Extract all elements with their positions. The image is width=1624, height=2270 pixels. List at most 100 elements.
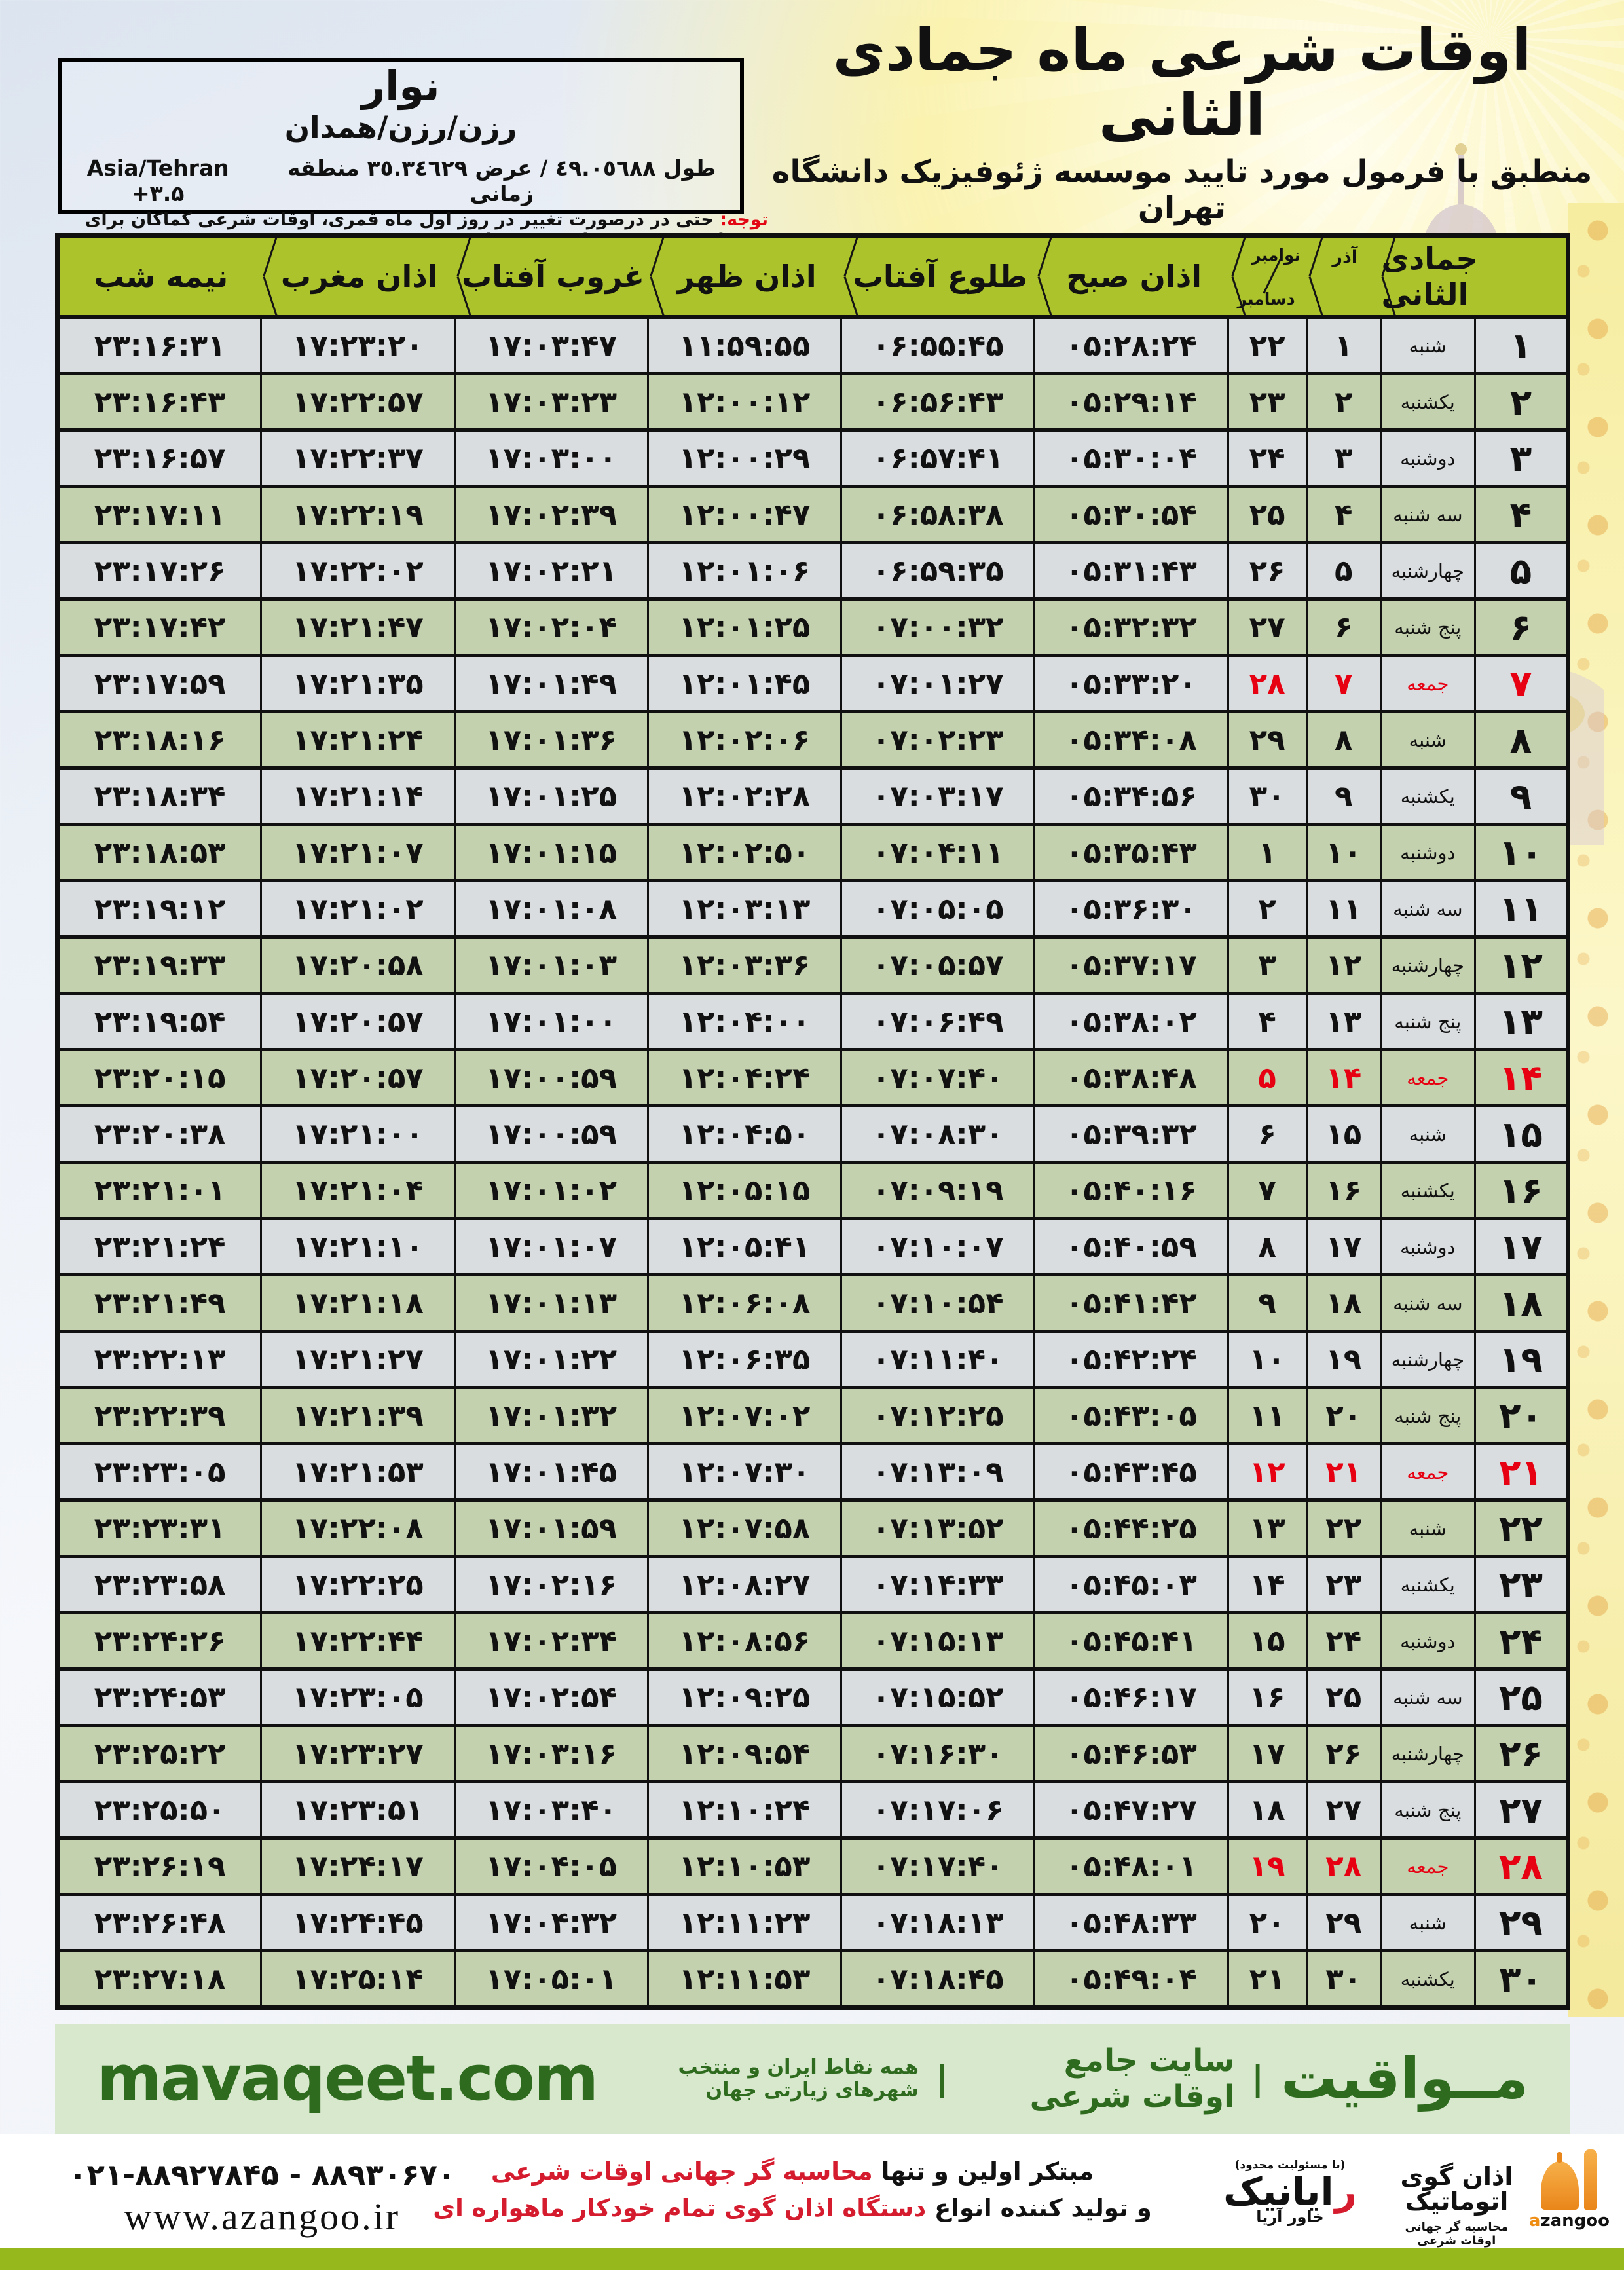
azar-day-cell: ۲۴ xyxy=(1307,1614,1380,1667)
weekday-cell: جمعه xyxy=(1381,657,1474,710)
dhuhr-cell: ۱۲:۰۱:۰۶ xyxy=(648,544,841,597)
midnight-cell: ۲۳:۱۸:۵۳ xyxy=(60,826,261,879)
rayanik-subtitle: خاور آریا xyxy=(1256,2207,1324,2226)
midnight-cell: ۲۳:۱۶:۳۱ xyxy=(60,319,261,372)
table-row: ۲۳:۲۶:۴۸ ۱۷:۲۴:۴۵ ۱۷:۰۴:۳۲ ۱۲:۱۱:۲۳ ۰۷:۱… xyxy=(60,1893,1566,1949)
sunrise-cell: ۰۷:۰۴:۱۱ xyxy=(842,826,1034,879)
fajr-cell: ۰۵:۲۹:۱۴ xyxy=(1035,375,1227,428)
dhuhr-cell: ۱۲:۰۹:۵۴ xyxy=(648,1727,841,1780)
gregorian-day-cell: ۲۴ xyxy=(1228,432,1306,485)
fajr-cell: ۰۵:۳۳:۲۰ xyxy=(1035,657,1227,710)
dhuhr-cell: ۱۲:۰۵:۱۵ xyxy=(648,1164,841,1217)
fajr-cell: ۰۵:۴۸:۰۱ xyxy=(1035,1840,1227,1893)
azar-day-cell: ۱۳ xyxy=(1307,995,1380,1048)
table-row: ۲۳:۲۶:۱۹ ۱۷:۲۴:۱۷ ۱۷:۰۴:۰۵ ۱۲:۱۰:۵۳ ۰۷:۱… xyxy=(60,1836,1566,1893)
page-title: اوقات شرعی ماه جمادی الثانی xyxy=(832,16,1532,149)
hijri-day-cell: ۱۷ xyxy=(1475,1220,1566,1273)
hijri-day-cell: ۲۰ xyxy=(1475,1389,1566,1442)
sunrise-cell: ۰۷:۱۸:۴۵ xyxy=(842,1952,1034,2005)
dhuhr-cell: ۱۲:۰۸:۵۶ xyxy=(648,1614,841,1667)
fajr-cell: ۰۵:۳۸:۴۸ xyxy=(1035,1051,1227,1104)
azangoo-brand-fa: اذان گوی اتوماتیک xyxy=(1400,2162,1513,2216)
sunrise-cell: ۰۶:۵۶:۴۳ xyxy=(842,375,1034,428)
maghrib-cell: ۱۷:۲۲:۵۷ xyxy=(262,375,454,428)
azar-day-cell: ۴ xyxy=(1307,488,1380,541)
fajr-cell: ۰۵:۳۶:۳۰ xyxy=(1035,882,1227,935)
sunrise-cell: ۰۷:۱۰:۵۴ xyxy=(842,1276,1034,1330)
rayanik-name-initial: ر xyxy=(1335,2169,1357,2214)
hijri-day-cell: ۱۵ xyxy=(1475,1107,1566,1161)
sunrise-cell: ۰۷:۱۸:۱۳ xyxy=(842,1896,1034,1949)
sunset-cell: ۱۷:۰۱:۵۹ xyxy=(455,1502,647,1555)
sunset-cell: ۱۷:۰۱:۲۲ xyxy=(455,1333,647,1386)
contact-block: ۰۲۱-۸۸۹۲۷۸۴۵ - ۸۸۹۳۰۶۷۰ www.azangoo.ir xyxy=(69,2157,456,2239)
dhuhr-cell: ۱۲:۰۶:۰۸ xyxy=(648,1276,841,1330)
maghrib-cell: ۱۷:۲۲:۲۵ xyxy=(262,1558,454,1611)
gregorian-day-cell: ۱۲ xyxy=(1228,1445,1306,1498)
sunset-cell: ۱۷:۰۰:۵۹ xyxy=(455,1051,647,1104)
header-maghrib: اذان مغرب xyxy=(263,238,456,315)
azar-day-cell: ۱۱ xyxy=(1307,882,1380,935)
weekday-cell: جمعه xyxy=(1381,1051,1474,1104)
rayanik-note: (با مسئولیت محدود) xyxy=(1234,2159,1346,2172)
table-row: ۲۳:۱۷:۲۶ ۱۷:۲۲:۰۲ ۱۷:۰۲:۲۱ ۱۲:۰۱:۰۶ ۰۶:۵… xyxy=(60,541,1566,597)
maghrib-cell: ۱۷:۲۱:۴۷ xyxy=(262,601,454,654)
page-subtitle: منطبق با فرمول مورد تایید موسسه ژئوفیزیک… xyxy=(771,154,1593,227)
weekday-cell: یکشنبه xyxy=(1381,1558,1474,1611)
fajr-cell: ۰۵:۴۱:۴۲ xyxy=(1035,1276,1227,1330)
dhuhr-cell: ۱۲:۰۴:۰۰ xyxy=(648,995,841,1048)
bottom-accent-bar xyxy=(0,2248,1624,2270)
midnight-cell: ۲۳:۲۴:۲۶ xyxy=(60,1614,261,1667)
header-november-december: نوامبر دسامبر xyxy=(1231,238,1308,315)
rayanik-logo: (با مسئولیت محدود) ر ایانیک خاور آریا xyxy=(1198,2159,1382,2226)
mavaqeet-bar: مــواقیت | سایت جامع اوقات شرعی | همه نق… xyxy=(55,2024,1570,2134)
sunrise-cell: ۰۷:۱۳:۵۲ xyxy=(842,1502,1034,1555)
midnight-cell: ۲۳:۲۰:۱۵ xyxy=(60,1051,261,1104)
phone-numbers: ۰۲۱-۸۸۹۲۷۸۴۵ - ۸۸۹۳۰۶۷۰ xyxy=(69,2157,456,2192)
maghrib-cell: ۱۷:۲۲:۴۴ xyxy=(262,1614,454,1667)
midnight-cell: ۲۳:۱۶:۴۳ xyxy=(60,375,261,428)
gregorian-day-cell: ۱ xyxy=(1228,826,1306,879)
maghrib-cell: ۱۷:۲۲:۳۷ xyxy=(262,432,454,485)
table-row: ۲۳:۲۵:۵۰ ۱۷:۲۳:۵۱ ۱۷:۰۳:۴۰ ۱۲:۱۰:۲۴ ۰۷:۱… xyxy=(60,1780,1566,1836)
midnight-cell: ۲۳:۲۱:۰۱ xyxy=(60,1164,261,1217)
midnight-cell: ۲۳:۱۶:۵۷ xyxy=(60,432,261,485)
header-midnight: نیمه شب xyxy=(94,259,229,294)
midnight-cell: ۲۳:۲۲:۱۳ xyxy=(60,1333,261,1386)
weekday-cell: پنج شنبه xyxy=(1381,1389,1474,1442)
azar-day-cell: ۲۵ xyxy=(1307,1671,1380,1724)
table-row: ۲۳:۲۵:۲۲ ۱۷:۲۳:۲۷ ۱۷:۰۳:۱۶ ۱۲:۰۹:۵۴ ۰۷:۱… xyxy=(60,1724,1566,1780)
table-row: ۲۳:۲۰:۳۸ ۱۷:۲۱:۰۰ ۱۷:۰۰:۵۹ ۱۲:۰۴:۵۰ ۰۷:۰… xyxy=(60,1104,1566,1161)
sunset-cell: ۱۷:۰۴:۰۵ xyxy=(455,1840,647,1893)
midnight-cell: ۲۳:۲۰:۳۸ xyxy=(60,1107,261,1161)
header-sunrise: طلوع آفتاب xyxy=(843,238,1037,315)
azar-day-cell: ۱۵ xyxy=(1307,1107,1380,1161)
azar-day-cell: ۱۸ xyxy=(1307,1276,1380,1330)
fajr-cell: ۰۵:۴۹:۰۴ xyxy=(1035,1952,1227,2005)
sunset-cell: ۱۷:۰۳:۱۶ xyxy=(455,1727,647,1780)
midnight-cell: ۲۳:۲۴:۵۳ xyxy=(60,1671,261,1724)
sunrise-cell: ۰۷:۱۲:۲۵ xyxy=(842,1389,1034,1442)
sunrise-cell: ۰۷:۱۰:۰۷ xyxy=(842,1220,1034,1273)
azar-day-cell: ۱۰ xyxy=(1307,826,1380,879)
table-row: ۲۳:۲۱:۴۹ ۱۷:۲۱:۱۸ ۱۷:۰۱:۱۳ ۱۲:۰۶:۰۸ ۰۷:۱… xyxy=(60,1273,1566,1330)
dhuhr-cell: ۱۲:۰۵:۴۱ xyxy=(648,1220,841,1273)
sunset-cell: ۱۷:۰۱:۴۵ xyxy=(455,1445,647,1498)
maghrib-cell: ۱۷:۲۱:۰۲ xyxy=(262,882,454,935)
table-row: ۲۳:۱۷:۴۲ ۱۷:۲۱:۴۷ ۱۷:۰۲:۰۴ ۱۲:۰۱:۲۵ ۰۷:۰… xyxy=(60,597,1566,654)
dhuhr-cell: ۱۲:۰۴:۵۰ xyxy=(648,1107,841,1161)
table-row: ۲۳:۲۴:۲۶ ۱۷:۲۲:۴۴ ۱۷:۰۲:۳۴ ۱۲:۰۸:۵۶ ۰۷:۱… xyxy=(60,1611,1566,1667)
maghrib-cell: ۱۷:۲۳:۲۰ xyxy=(262,319,454,372)
sunset-cell: ۱۷:۰۲:۵۴ xyxy=(455,1671,647,1724)
gregorian-day-cell: ۲۵ xyxy=(1228,488,1306,541)
dhuhr-cell: ۱۲:۱۱:۵۳ xyxy=(648,1952,841,2005)
hijri-day-cell: ۶ xyxy=(1475,601,1566,654)
hijri-day-cell: ۲۷ xyxy=(1475,1783,1566,1836)
sunrise-cell: ۰۷:۰۵:۵۷ xyxy=(842,939,1034,992)
weekday-cell: شنبه xyxy=(1381,713,1474,766)
dhuhr-cell: ۱۲:۰۴:۲۴ xyxy=(648,1051,841,1104)
header-fajr: اذان صبح xyxy=(1037,238,1231,315)
gregorian-day-cell: ۳ xyxy=(1228,939,1306,992)
midnight-cell: ۲۳:۱۷:۲۶ xyxy=(60,544,261,597)
azar-day-cell: ۳ xyxy=(1307,432,1380,485)
